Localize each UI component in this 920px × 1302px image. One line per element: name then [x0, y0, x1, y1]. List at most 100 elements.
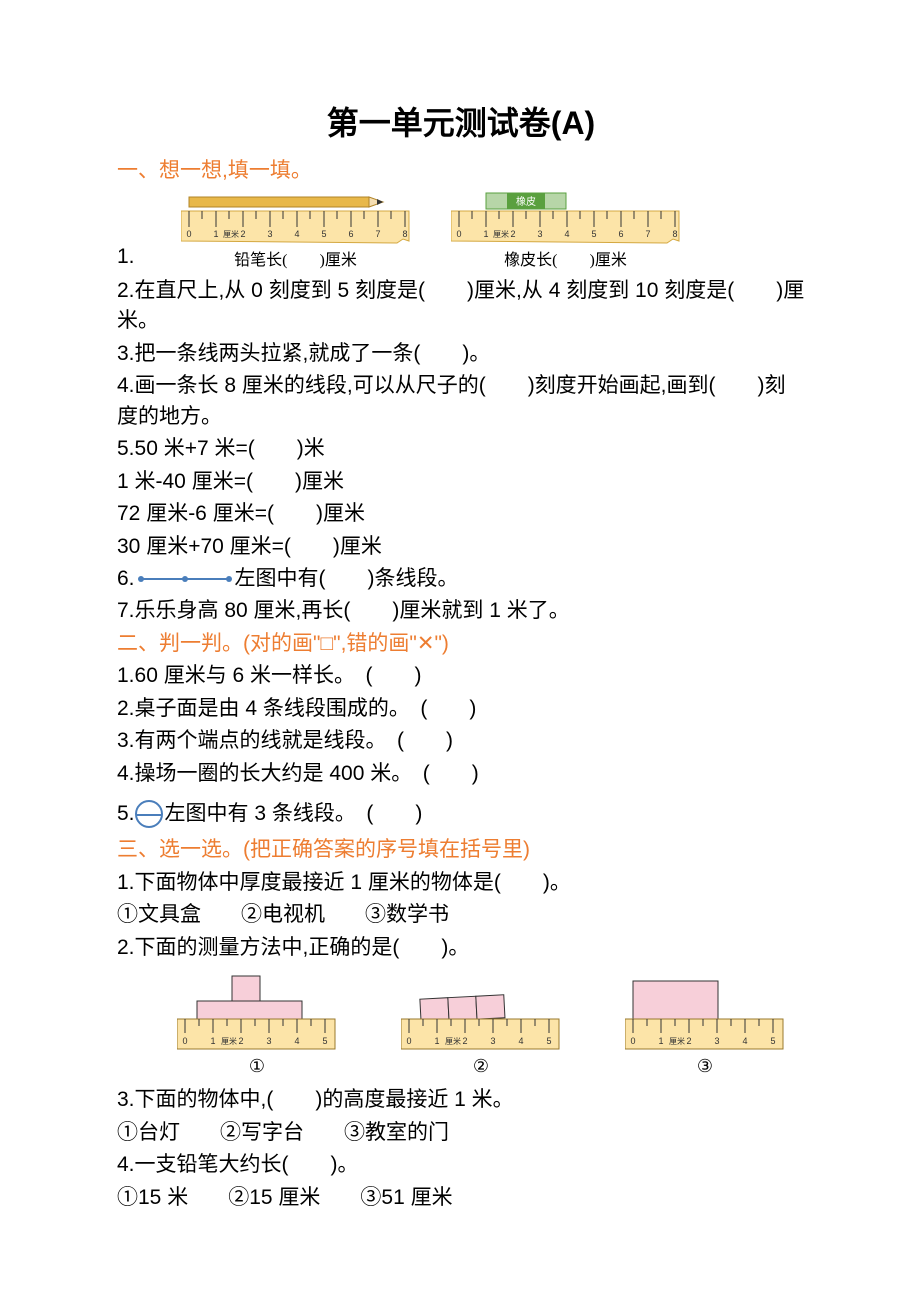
svg-text:7: 7	[375, 229, 380, 239]
s3-q3-opt2: ②写字台	[220, 1118, 304, 1148]
s3-q1: 1.下面物体中厚度最接近 1 厘米的物体是( )。	[117, 868, 805, 898]
svg-text:5: 5	[546, 1036, 551, 1046]
section-2-heading: 二、判一判。(对的画"□",错的画"✕")	[117, 629, 805, 659]
svg-text:3: 3	[490, 1036, 495, 1046]
svg-text:2: 2	[510, 229, 515, 239]
svg-text:3: 3	[714, 1036, 719, 1046]
s1-q5b: 1 米-40 厘米=( )厘米	[117, 467, 805, 497]
s3-q1-opt3: ③数学书	[365, 900, 449, 930]
s1-q5a: 5.50 米+7 米=( )米	[117, 434, 805, 464]
svg-text:1: 1	[434, 1036, 439, 1046]
eraser-ruler-icon: 橡皮 0 1 厘米 2 3 4 5 6 7 8	[451, 191, 681, 245]
svg-text:3: 3	[537, 229, 542, 239]
page-title: 第一单元测试卷(A)	[117, 100, 805, 146]
measure-fig-2: 0 1 厘米 2 3 4 5 ②	[401, 971, 561, 1079]
s3-q4: 4.一支铅笔大约长( )。	[117, 1150, 805, 1180]
measure-2-icon: 0 1 厘米 2 3 4 5	[401, 971, 561, 1051]
s3-q3-opt1: ①台灯	[117, 1118, 180, 1148]
svg-text:4: 4	[518, 1036, 523, 1046]
s1-q5c: 72 厘米-6 厘米=( )厘米	[117, 499, 805, 529]
s2-q3: 3.有两个端点的线就是线段。 ( )	[117, 726, 805, 756]
section-3-heading: 三、选一选。(把正确答案的序号填在括号里)	[117, 835, 805, 865]
svg-text:0: 0	[456, 229, 461, 239]
pencil-ruler-icon: 0 1 厘米 2 3 4 5 6 7 8	[181, 191, 411, 245]
s3-q3-options: ①台灯 ②写字台 ③教室的门	[117, 1118, 805, 1148]
s3-q4-opt2: ②15 厘米	[228, 1183, 320, 1213]
svg-text:厘米: 厘米	[669, 1036, 685, 1046]
svg-text:7: 7	[645, 229, 650, 239]
svg-text:3: 3	[267, 229, 272, 239]
section-1-heading: 一、想一想,填一填。	[117, 156, 805, 186]
svg-text:0: 0	[182, 1036, 187, 1046]
svg-text:8: 8	[402, 229, 407, 239]
measure-fig-3: 0 1 厘米 2 3 4 5 ③	[625, 971, 785, 1079]
svg-text:6: 6	[618, 229, 623, 239]
s1-q6-suffix: 左图中有( )条线段。	[235, 567, 459, 590]
svg-text:厘米: 厘米	[493, 229, 509, 239]
svg-text:4: 4	[742, 1036, 747, 1046]
s3-q2-figures: 0 1 厘米 2 3 4 5 ① 0 1 厘米 2 3 4 5	[117, 965, 805, 1083]
s1-q6: 6. 左图中有( )条线段。	[117, 564, 805, 594]
svg-text:4: 4	[294, 1036, 299, 1046]
svg-text:厘米: 厘米	[445, 1036, 461, 1046]
measure-3-icon: 0 1 厘米 2 3 4 5	[625, 971, 785, 1051]
s1-q7: 7.乐乐身高 80 厘米,再长( )厘米就到 1 米了。	[117, 596, 805, 626]
svg-text:5: 5	[770, 1036, 775, 1046]
svg-text:2: 2	[686, 1036, 691, 1046]
s3-q3-opt3: ③教室的门	[344, 1118, 449, 1148]
s3-q1-opt1: ①文具盒	[117, 900, 201, 930]
svg-text:2: 2	[462, 1036, 467, 1046]
s3-q2: 2.下面的测量方法中,正确的是( )。	[117, 933, 805, 963]
svg-text:3: 3	[266, 1036, 271, 1046]
measure-2-label: ②	[473, 1053, 489, 1079]
s1-q6-prefix: 6.	[117, 567, 135, 590]
svg-text:0: 0	[630, 1036, 635, 1046]
s2-q1: 1.60 厘米与 6 米一样长。 ( )	[117, 661, 805, 691]
s3-q4-opt3: ③51 厘米	[360, 1183, 452, 1213]
eraser-caption: 橡皮长( )厘米	[504, 249, 627, 272]
svg-text:5: 5	[322, 1036, 327, 1046]
s2-q5: 5. 左图中有 3 条线段。 ( )	[117, 799, 805, 829]
svg-text:4: 4	[564, 229, 569, 239]
svg-text:8: 8	[672, 229, 677, 239]
eraser-ruler-block: 橡皮 0 1 厘米 2 3 4 5 6 7 8 橡皮长( )厘米	[451, 191, 681, 272]
line-segment-icon	[135, 571, 235, 587]
circle-line-icon	[135, 800, 163, 828]
svg-text:1: 1	[658, 1036, 663, 1046]
s2-q4: 4.操场一圈的长大约是 400 米。 ( )	[117, 759, 805, 789]
s3-q1-opt2: ②电视机	[241, 900, 325, 930]
s2-q5-suffix: 左图中有 3 条线段。 ( )	[165, 802, 423, 825]
s2-q2: 2.桌子面是由 4 条线段围成的。 ( )	[117, 694, 805, 724]
svg-text:0: 0	[406, 1036, 411, 1046]
measure-3-label: ③	[697, 1053, 713, 1079]
svg-text:1: 1	[210, 1036, 215, 1046]
svg-text:2: 2	[238, 1036, 243, 1046]
q1-number: 1.	[117, 242, 135, 272]
svg-text:4: 4	[294, 229, 299, 239]
svg-text:6: 6	[348, 229, 353, 239]
s3-q4-opt1: ①15 米	[117, 1183, 188, 1213]
s1-q5d: 30 厘米+70 厘米=( )厘米	[117, 532, 805, 562]
pencil-ruler-block: 0 1 厘米 2 3 4 5 6 7 8 铅笔长( )厘米	[181, 191, 411, 272]
s2-q5-prefix: 5.	[117, 802, 135, 825]
svg-text:1: 1	[483, 229, 488, 239]
svg-text:5: 5	[321, 229, 326, 239]
pencil-caption: 铅笔长( )厘米	[234, 249, 357, 272]
svg-text:1: 1	[213, 229, 218, 239]
svg-text:5: 5	[591, 229, 596, 239]
svg-text:0: 0	[186, 229, 191, 239]
measure-1-label: ①	[249, 1053, 265, 1079]
s1-q3: 3.把一条线两头拉紧,就成了一条( )。	[117, 339, 805, 369]
measure-fig-1: 0 1 厘米 2 3 4 5 ①	[177, 971, 337, 1079]
s3-q3: 3.下面的物体中,( )的高度最接近 1 米。	[117, 1085, 805, 1115]
measure-1-icon: 0 1 厘米 2 3 4 5	[177, 971, 337, 1051]
s1-q4: 4.画一条长 8 厘米的线段,可以从尺子的( )刻度开始画起,画到( )刻度的地…	[117, 371, 805, 432]
q1-figure-row: 1. 0 1 厘米 2 3 4 5 6 7 8	[117, 191, 805, 272]
s3-q4-options: ①15 米 ②15 厘米 ③51 厘米	[117, 1183, 805, 1213]
svg-text:厘米: 厘米	[221, 1036, 237, 1046]
s1-q2: 2.在直尺上,从 0 刻度到 5 刻度是( )厘米,从 4 刻度到 10 刻度是…	[117, 276, 805, 337]
svg-text:2: 2	[240, 229, 245, 239]
s3-q1-options: ①文具盒 ②电视机 ③数学书	[117, 900, 805, 930]
svg-text:橡皮: 橡皮	[516, 195, 536, 208]
svg-text:厘米: 厘米	[223, 229, 239, 239]
